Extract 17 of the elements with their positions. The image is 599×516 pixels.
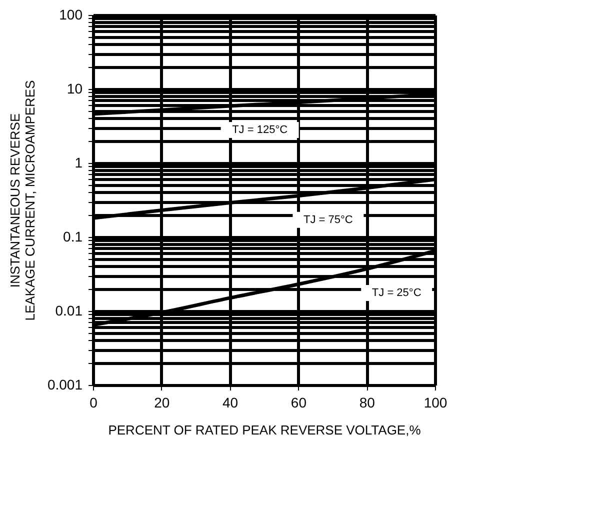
y-tick-label: 1 [74, 154, 83, 170]
series-label: TJ = 25°C [372, 286, 422, 299]
y-tick-label: 0.001 [47, 376, 83, 392]
y-tick-label: 0.1 [63, 228, 83, 244]
x-tick-label: 20 [154, 394, 170, 410]
x-tick-label: 80 [359, 394, 376, 410]
y-tick-label: 10 [66, 80, 83, 96]
y-axis-title: INSTANTANEOUS REVERSE LEAKAGE CURRENT, MICROAMPERES [7, 80, 38, 321]
x-tick-label: 60 [290, 394, 307, 410]
series-label: TJ = 75°C [304, 214, 353, 226]
x-tick-label: 100 [424, 394, 448, 410]
x-tick-label: 40 [222, 394, 238, 410]
x-axis-title: PERCENT OF RATED PEAK REVERSE VOLTAGE,% [108, 422, 422, 438]
y-tick-label: 0.01 [55, 302, 83, 318]
series-label: TJ = 125°C [232, 124, 288, 136]
x-tick-label: 0 [90, 394, 98, 410]
y-tick-label: 100 [59, 6, 83, 22]
